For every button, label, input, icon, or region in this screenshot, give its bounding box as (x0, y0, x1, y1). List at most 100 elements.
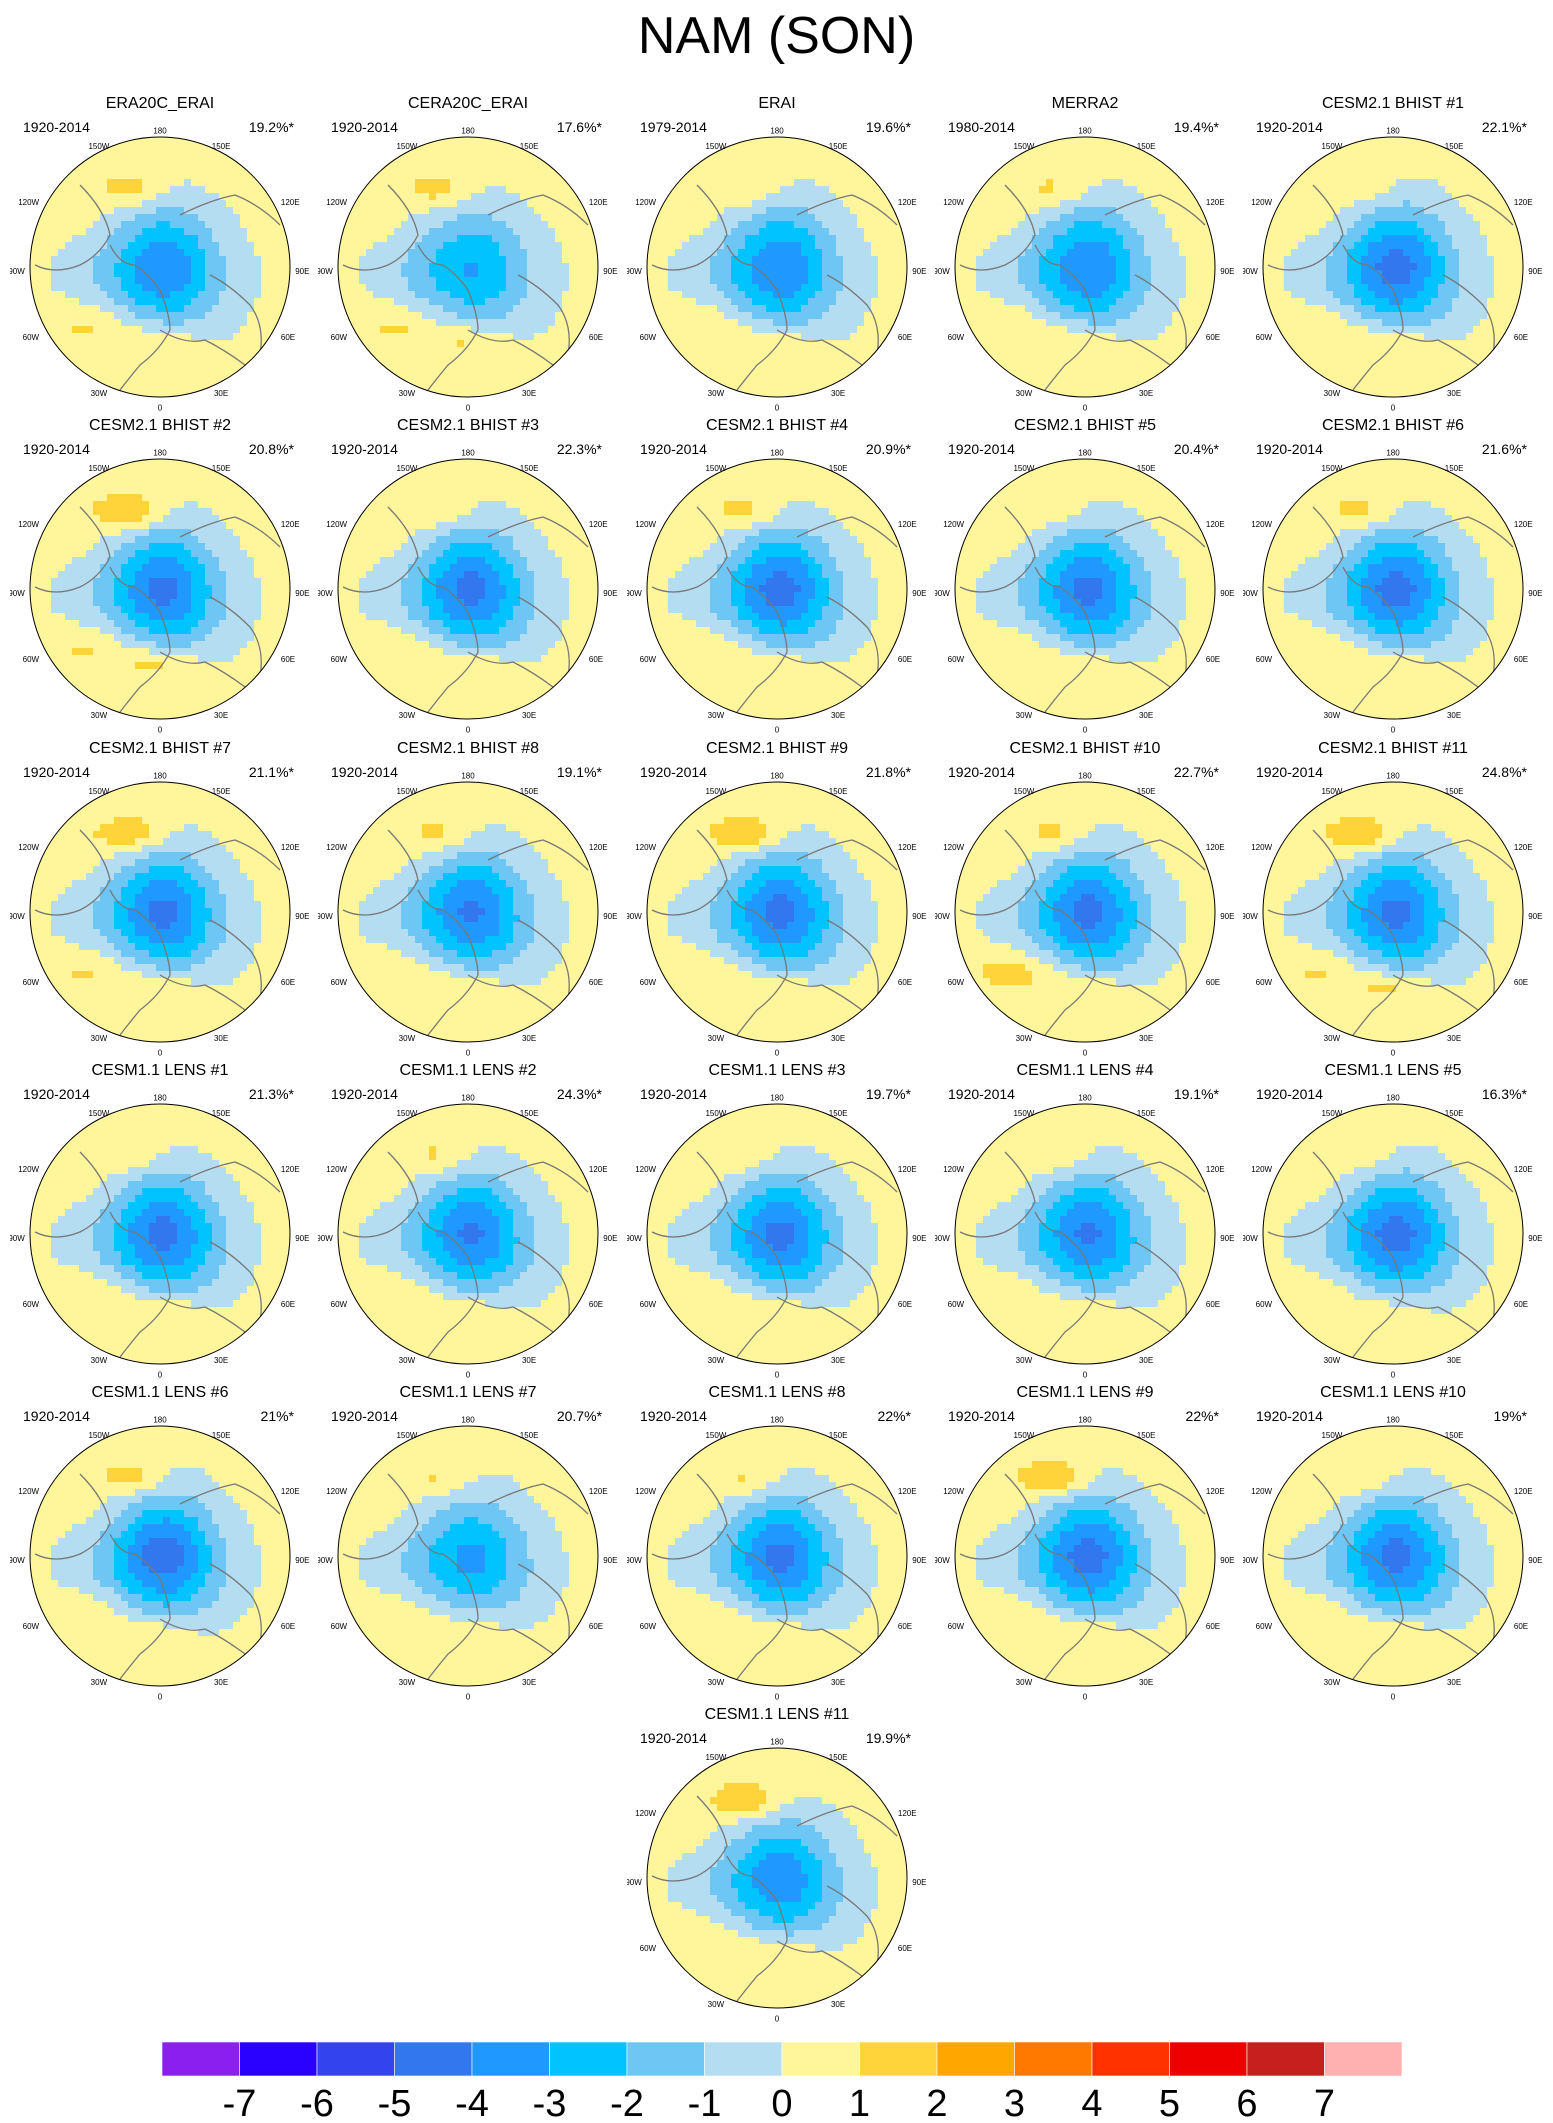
longitude-label: 180 (461, 1094, 475, 1103)
longitude-label: 30E (1447, 711, 1461, 720)
longitude-label: 30W (1324, 389, 1341, 398)
coastline (1352, 1618, 1404, 1680)
panel-variance: 17.6%* (557, 119, 602, 135)
panel-variance: 22.3%* (557, 441, 602, 457)
coastline (342, 506, 419, 593)
panel-years: 1920-2014 (331, 764, 398, 780)
coastline (179, 516, 281, 548)
colorbar-box (626, 2042, 705, 2077)
polar-map: 180 150W 150E 120W 120E 90W 90E 60W 60E 30W 30E 0 (318, 449, 617, 735)
panel-years: 1920-2014 (1256, 119, 1323, 135)
longitude-label: 30W (1016, 1678, 1033, 1687)
longitude-label: 120E (281, 198, 300, 207)
nam-field (647, 1748, 907, 2008)
coastline (119, 329, 171, 391)
longitude-label: 120W (943, 1487, 964, 1496)
longitude-label: 60E (1514, 1622, 1528, 1631)
map-border (337, 1103, 599, 1365)
longitude-label: 60E (898, 1944, 912, 1953)
longitude-label: 60W (1256, 333, 1273, 342)
polar-map: 180 150W 150E 120W 120E 90W 90E 60W 60E 30W 30E 0 (318, 127, 617, 413)
colorbar-box (936, 2042, 1015, 2077)
longitude-label: 150E (1445, 1109, 1464, 1118)
panel-variance: 19.4%* (1174, 119, 1219, 135)
nam-field (30, 1104, 290, 1364)
longitude-label: 60W (640, 1944, 657, 1953)
longitude-label: 150E (1137, 787, 1156, 796)
longitude-label: 0 (466, 1048, 471, 1057)
panel-years: 1920-2014 (23, 1408, 90, 1424)
colorbar-box (1246, 2042, 1325, 2077)
colorbar-tick-label: -1 (688, 2083, 722, 2122)
coastline (487, 1161, 589, 1193)
longitude-label: 90E (912, 267, 926, 276)
map-panel: CESM2.1 BHIST #4 1920-2014 20.9%* 180 150W 15… (627, 417, 927, 737)
page-title: NAM (SON) (0, 6, 1553, 66)
map-panel: CESM1.1 LENS #9 1920-2014 22%* 180 150W 150E 1… (935, 1384, 1235, 1704)
nam-field (955, 1104, 1215, 1364)
panel-variance: 19%* (1494, 1408, 1527, 1424)
coastline (1084, 1296, 1171, 1333)
polar-map: 180 150W 150E 120W 120E 90W 90E 60W 60E 30W 30E 0 (627, 1416, 926, 1702)
longitude-label: 90W (318, 267, 333, 276)
coastline (826, 1885, 879, 1967)
longitude-label: 180 (770, 449, 784, 458)
coastline (1044, 651, 1096, 713)
longitude-label: 120W (943, 520, 964, 529)
longitude-label: 180 (153, 449, 167, 458)
panel-years: 1920-2014 (948, 1086, 1015, 1102)
coastline (1034, 566, 1096, 653)
longitude-label: 120W (635, 1809, 656, 1818)
colorbar-boxes (162, 2042, 1402, 2077)
colorbar-tick-label: -2 (610, 2083, 644, 2122)
polar-map: 180 150W 150E 120W 120E 90W 90E 60W 60E 30W 30E 0 (10, 1094, 309, 1380)
panel-years: 1920-2014 (331, 1408, 398, 1424)
colorbar-box (239, 2042, 318, 2077)
coastline (179, 1161, 281, 1193)
longitude-label: 60W (1256, 655, 1273, 664)
longitude-label: 150W (1321, 142, 1342, 151)
coastline (119, 974, 171, 1036)
map-border (29, 136, 291, 398)
panel-title: CESM1.1 LENS #9 (935, 1384, 1235, 1402)
longitude-label: 30W (1016, 389, 1033, 398)
polar-map: 180 150W 150E 120W 120E 90W 90E 60W 60E 30W 30E 0 (10, 1416, 309, 1702)
colorbar-tick-label: -6 (300, 2083, 334, 2122)
longitude-label: 120W (635, 843, 656, 852)
coastline (1342, 889, 1404, 976)
map-border (646, 781, 908, 1043)
coastline (1392, 1296, 1479, 1333)
map-border (954, 1425, 1216, 1687)
panel-variance: 21.3%* (249, 1086, 294, 1102)
longitude-label: 180 (1386, 449, 1400, 458)
coastline (1104, 1483, 1206, 1515)
coastline (427, 974, 479, 1036)
map-panel: CESM2.1 BHIST #2 1920-2014 20.8%* 180 150W 15… (10, 417, 310, 737)
longitude-label: 60E (589, 655, 603, 664)
panel-years: 1920-2014 (640, 1408, 707, 1424)
coastline (1352, 329, 1404, 391)
map-border (646, 1747, 908, 2009)
longitude-label: 30W (91, 1356, 108, 1365)
longitude-label: 150E (1445, 464, 1464, 473)
longitude-label: 60E (1514, 1300, 1528, 1309)
coastline (517, 919, 570, 1001)
longitude-label: 30E (1139, 389, 1153, 398)
longitude-label: 120W (326, 843, 347, 852)
coastline (651, 1795, 728, 1882)
panel-years: 1920-2014 (640, 1730, 707, 1746)
coastline (796, 516, 898, 548)
coastline (159, 974, 246, 1011)
nam-field (1263, 459, 1523, 719)
map-border (646, 1425, 908, 1687)
panel-title: CESM2.1 BHIST #11 (1243, 740, 1543, 758)
coastline (1442, 596, 1495, 678)
longitude-label: 0 (1391, 1048, 1396, 1057)
longitude-label: 60E (1206, 655, 1220, 664)
longitude-label: 180 (1078, 1416, 1092, 1425)
map-panel: CESM1.1 LENS #11 1920-2014 19.9%* 180 150W 15… (627, 1706, 927, 2026)
coastline (1442, 1563, 1495, 1645)
coastline (179, 194, 281, 226)
coastline (826, 1563, 879, 1645)
longitude-label: 120W (1251, 198, 1272, 207)
